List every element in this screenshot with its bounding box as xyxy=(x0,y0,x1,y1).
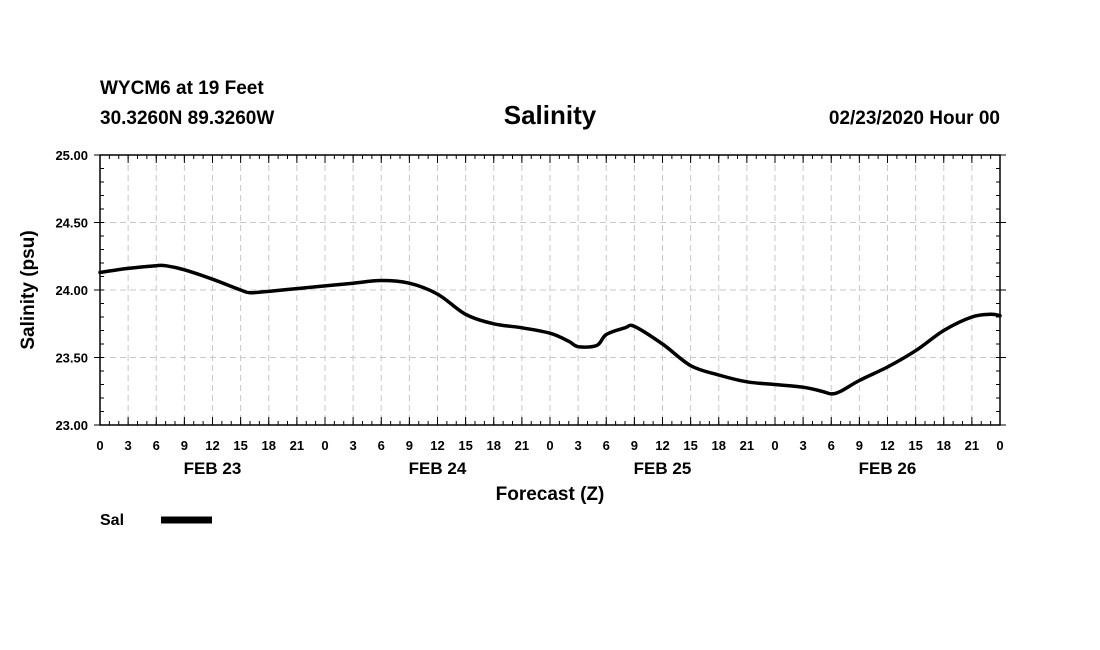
x-tick-label: 3 xyxy=(575,438,582,453)
series-line-sal xyxy=(98,263,1002,396)
y-tick-label: 24.00 xyxy=(55,283,88,298)
y-tick-label: 24.50 xyxy=(55,216,88,231)
x-axis-label: Forecast (Z) xyxy=(496,484,605,505)
x-tick-label: 0 xyxy=(96,438,103,453)
x-tick-label: 3 xyxy=(350,438,357,453)
day-label: FEB 25 xyxy=(634,459,692,478)
x-tick-label: 12 xyxy=(655,438,669,453)
x-tick-label: 21 xyxy=(740,438,754,453)
x-tick-label: 9 xyxy=(406,438,413,453)
x-tick-label: 12 xyxy=(880,438,894,453)
run-time-label: 02/23/2020 Hour 00 xyxy=(829,108,1000,129)
grid xyxy=(100,155,1000,425)
y-tick-label: 23.00 xyxy=(55,418,88,433)
x-tick-label: 18 xyxy=(712,438,726,453)
x-tick-label: 18 xyxy=(262,438,276,453)
y-tick-label: 25.00 xyxy=(55,148,88,163)
legend: Sal xyxy=(100,512,212,529)
x-tick-label: 9 xyxy=(856,438,863,453)
x-tick-label: 15 xyxy=(908,438,922,453)
day-label: FEB 26 xyxy=(859,459,917,478)
x-tick-label: 15 xyxy=(683,438,697,453)
x-tick-label: 15 xyxy=(233,438,247,453)
day-labels: FEB 23 FEB 24 FEB 25 FEB 26 xyxy=(184,459,917,478)
chart-title: Salinity xyxy=(504,100,597,130)
x-tick-label: 9 xyxy=(181,438,188,453)
x-tick-label: 0 xyxy=(771,438,778,453)
x-tick-label: 6 xyxy=(828,438,835,453)
x-tick-label: 6 xyxy=(603,438,610,453)
legend-label-sal: Sal xyxy=(100,512,124,529)
day-label: FEB 23 xyxy=(184,459,242,478)
x-tick-label: 18 xyxy=(937,438,951,453)
x-tick-label: 0 xyxy=(321,438,328,453)
x-tick-label: 6 xyxy=(153,438,160,453)
x-tick-label: 3 xyxy=(800,438,807,453)
plot-frame xyxy=(99,154,1001,426)
x-tick-label: 21 xyxy=(965,438,979,453)
y-tick-label: 23.50 xyxy=(55,351,88,366)
x-tick-label: 0 xyxy=(546,438,553,453)
x-tick-label: 18 xyxy=(487,438,501,453)
location-label: 30.3260N 89.3260W xyxy=(100,108,274,129)
x-tick-label: 15 xyxy=(458,438,472,453)
y-axis-label: Salinity (psu) xyxy=(18,230,39,349)
day-label: FEB 24 xyxy=(409,459,467,478)
x-tick-label: 6 xyxy=(378,438,385,453)
x-tick-label: 21 xyxy=(515,438,529,453)
x-tick-label: 0 xyxy=(996,438,1003,453)
x-tick-label: 3 xyxy=(125,438,132,453)
station-label: WYCM6 at 19 Feet xyxy=(100,78,264,99)
x-tick-label: 12 xyxy=(430,438,444,453)
x-tick-label: 9 xyxy=(631,438,638,453)
x-tick-label: 12 xyxy=(205,438,219,453)
x-tick-label: 21 xyxy=(290,438,304,453)
